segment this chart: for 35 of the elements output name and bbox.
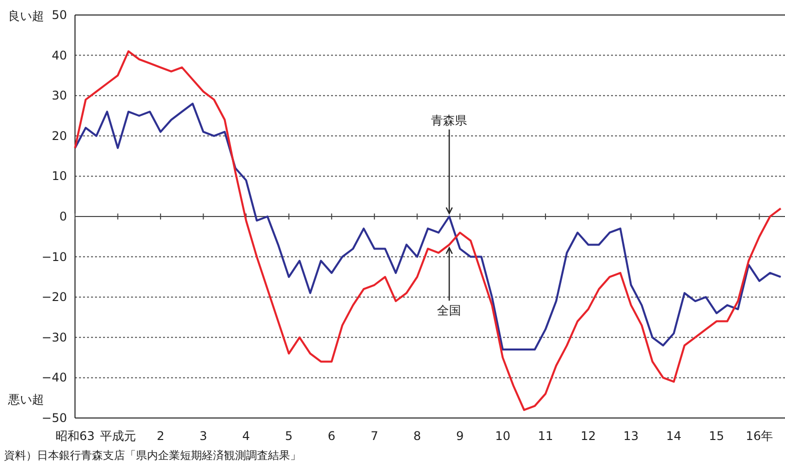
text: 資料）日本銀行青森支店「県内企業短期経済観測調査結果」 [4, 449, 301, 462]
x-tick-label: 15 [708, 429, 724, 443]
line-series [74, 50, 782, 411]
y-tick-label: −20 [42, 290, 67, 304]
y-tick-label: 20 [52, 128, 67, 143]
x-tick-label: 昭和63 [55, 429, 95, 443]
line-series [74, 102, 782, 350]
x-tick-label: 平成元 [100, 429, 136, 443]
x-tick-label: 14 [666, 429, 682, 443]
y-tick-label: 30 [52, 88, 67, 103]
annotation: 青森県 [431, 114, 468, 128]
x-tick-label: 6 [328, 429, 336, 443]
y-tick-label: −50 [42, 411, 67, 425]
x-tick-label: 3 [199, 429, 208, 443]
text: 悪い超 [7, 392, 44, 407]
y-tick-label: 10 [52, 169, 67, 184]
text: 良い超 [8, 9, 44, 23]
x-tick-label: 9 [456, 429, 464, 443]
y-tick-label: 40 [52, 48, 67, 62]
x-tick-label: 11 [538, 429, 554, 443]
x-tick-label: 13 [623, 429, 639, 443]
y-tick-label: −30 [42, 330, 67, 344]
x-tick-label: 4 [242, 429, 250, 443]
y-tick-label: −40 [42, 370, 67, 385]
y-tick-label: 0 [59, 210, 67, 224]
x-tick-label: 2 [156, 429, 164, 443]
x-tick-label: 5 [285, 429, 293, 443]
annotation: 全国 [437, 304, 462, 318]
x-tick-label: 8 [413, 429, 421, 443]
y-tick-label: 50 [52, 8, 67, 22]
y-tick-label: −10 [42, 250, 67, 264]
x-tick-label: 12 [580, 429, 596, 443]
x-tick-label: 16年 [746, 429, 773, 443]
x-tick-label: 7 [370, 429, 378, 443]
x-tick-label: 10 [495, 429, 510, 443]
